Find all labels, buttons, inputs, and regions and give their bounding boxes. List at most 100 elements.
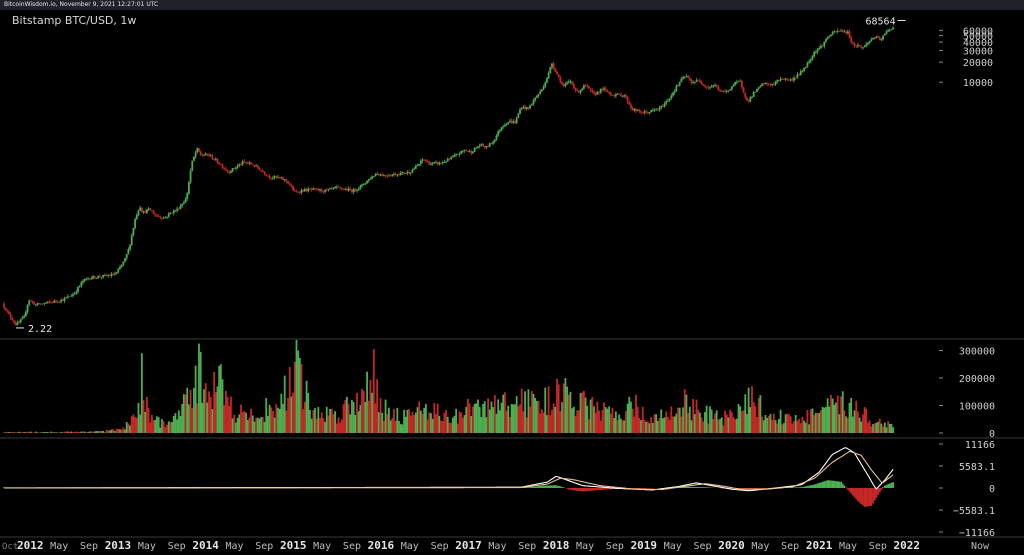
macd-histogram-bar [567,488,570,490]
volume-bar [352,402,355,433]
volume-bar [236,417,239,433]
price-candle-body [149,208,152,211]
volume-bar [709,406,711,433]
volume-bar [280,393,283,433]
macd-histogram-bar [589,488,592,491]
price-candle-body [574,88,577,91]
macd-histogram-bar [693,486,696,488]
volume-bar [777,418,780,433]
price-candle-body [872,38,874,40]
volume-bar [35,431,37,433]
price-candle-body [586,85,589,87]
volume-bar [472,406,474,433]
volume-bar [388,407,390,433]
price-candle-body [75,291,78,294]
volume-bar [761,416,763,433]
volume-bar [337,417,340,433]
price-candle-body [737,81,740,83]
price-candle-body [362,184,365,186]
volume-bar [826,398,829,433]
macd-histogram-bar [836,481,839,488]
price-candle-body [108,275,111,277]
price-panel[interactable]: 68564 2.22 [3,16,906,335]
price-candle-body [591,90,594,92]
price-candle-body [235,167,237,169]
price-candle-body [764,82,767,85]
price-candle-body [167,213,170,217]
volume-bar [574,415,577,433]
x-axis-label-2020: 2020 [718,539,745,552]
volume-bar [268,404,271,433]
price-candle-body [369,178,372,180]
price-candle-body [169,212,172,214]
price-candle-body [451,156,454,158]
price-candle-body [668,98,671,101]
price-candle-body [103,275,106,276]
price-candle-body [705,86,708,88]
macd-histogram-bar [638,488,641,489]
volume-bar [145,397,148,433]
price-candle-body [863,45,866,48]
price-candle-body [643,111,646,113]
x-axis-left-edge-label: Oct [2,542,18,552]
volume-bar [725,414,728,433]
macd-panel[interactable] [3,447,895,507]
volume-bar [282,403,284,433]
price-candle-body [436,162,439,165]
price-candle-body [467,151,469,152]
volume-bar [581,392,584,433]
price-candle-body [767,83,770,85]
volume-bar [892,427,895,433]
volume-bar [618,414,621,433]
price-candle-body [366,180,368,184]
volume-bar [354,414,357,433]
price-candle-body [162,217,165,219]
volume-bar [461,417,464,433]
price-candle-body [265,174,268,176]
x-axis-label-2013: 2013 [105,539,132,552]
price-candle-body [504,124,506,127]
price-candle-body [438,162,441,165]
volume-bar [216,386,219,433]
macd-histogram-bar [843,485,846,488]
price-candle-body [273,176,276,178]
volume-bar [742,410,745,433]
price-candle-body [656,109,659,111]
price-candle-body [191,160,194,171]
volume-bar [872,424,874,433]
price-candle-body [26,304,29,312]
price-candle-body [364,183,367,185]
volume-bar [788,414,790,433]
price-candle-body [9,314,12,318]
macd-histogram-bar [702,487,705,488]
volume-bar [379,398,382,433]
price-candle-body [414,165,417,169]
price-candle-body [662,106,664,107]
volume-bar [714,413,716,433]
price-candle-body [367,179,370,181]
macd-histogram-bar [860,488,863,505]
volume-panel[interactable] [3,339,895,433]
macd-histogram-bar [826,480,829,488]
macd-histogram-bar [700,487,703,488]
price-candle-body [337,186,340,188]
volume-bar [478,407,481,433]
volume-bar [233,414,236,433]
price-candle-body [233,168,236,169]
volume-bar [668,419,671,433]
volume-bar [256,417,259,433]
macd-histogram-bar [579,488,582,492]
price-candle-body [880,39,883,41]
macd-histogram-bar [808,485,811,488]
price-candle-body [646,112,649,114]
price-candle-body [762,83,765,85]
x-axis-label-may: May [138,541,156,552]
macd-histogram-bar [559,486,562,488]
volume-bar [579,393,582,433]
price-candle-body [641,112,644,114]
macd-histogram-bar [3,487,5,488]
price-candle-body [268,175,271,179]
price-candle-body [747,100,750,102]
price-candle-body [428,161,431,165]
